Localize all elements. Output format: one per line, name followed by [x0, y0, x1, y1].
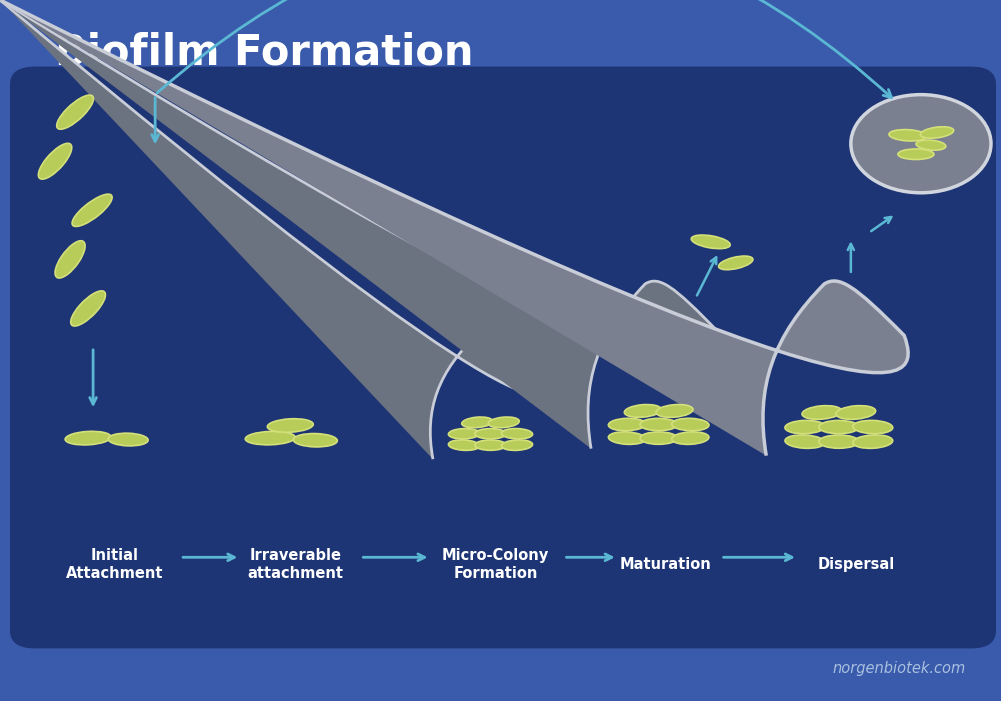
- Ellipse shape: [502, 440, 533, 450]
- Ellipse shape: [692, 235, 730, 249]
- Ellipse shape: [889, 130, 927, 141]
- Ellipse shape: [474, 428, 507, 439]
- Ellipse shape: [819, 435, 859, 448]
- Ellipse shape: [672, 418, 709, 430]
- Ellipse shape: [719, 256, 753, 270]
- FancyBboxPatch shape: [10, 67, 996, 648]
- Text: Maturation: Maturation: [620, 557, 712, 572]
- Ellipse shape: [448, 428, 479, 439]
- Ellipse shape: [108, 433, 148, 446]
- Text: Initial
Attachment: Initial Attachment: [66, 547, 164, 581]
- Circle shape: [851, 95, 991, 193]
- Ellipse shape: [640, 418, 678, 430]
- Text: Dispersal: Dispersal: [817, 557, 895, 572]
- Text: Irraverable
attachment: Irraverable attachment: [247, 547, 343, 581]
- Ellipse shape: [71, 291, 105, 326]
- Ellipse shape: [625, 404, 662, 417]
- Ellipse shape: [474, 440, 507, 450]
- Ellipse shape: [57, 95, 93, 129]
- Ellipse shape: [65, 431, 111, 445]
- Ellipse shape: [245, 431, 295, 445]
- Ellipse shape: [609, 432, 646, 444]
- Text: Micro-Colony
Formation: Micro-Colony Formation: [441, 547, 550, 581]
- Ellipse shape: [293, 433, 337, 447]
- Text: Biofilm Formation: Biofilm Formation: [55, 32, 473, 74]
- FancyArrowPatch shape: [157, 0, 892, 97]
- Ellipse shape: [836, 406, 876, 419]
- Ellipse shape: [785, 421, 825, 434]
- PathPatch shape: [588, 281, 726, 449]
- PathPatch shape: [430, 331, 548, 459]
- Ellipse shape: [819, 421, 859, 434]
- Text: norgenbiotek.com: norgenbiotek.com: [833, 662, 966, 676]
- Ellipse shape: [461, 417, 492, 428]
- Ellipse shape: [802, 406, 842, 419]
- Ellipse shape: [853, 421, 893, 434]
- Ellipse shape: [609, 418, 646, 430]
- PathPatch shape: [763, 281, 911, 456]
- Ellipse shape: [656, 404, 693, 417]
- Ellipse shape: [502, 428, 533, 439]
- Ellipse shape: [785, 435, 825, 449]
- Ellipse shape: [672, 432, 709, 444]
- Ellipse shape: [72, 194, 112, 226]
- Ellipse shape: [898, 149, 934, 160]
- Ellipse shape: [640, 432, 678, 444]
- Ellipse shape: [448, 440, 479, 450]
- Ellipse shape: [38, 143, 72, 179]
- Ellipse shape: [488, 417, 520, 428]
- Ellipse shape: [920, 127, 954, 138]
- Ellipse shape: [55, 240, 85, 278]
- Ellipse shape: [853, 435, 893, 449]
- Ellipse shape: [916, 140, 946, 150]
- Ellipse shape: [267, 418, 313, 433]
